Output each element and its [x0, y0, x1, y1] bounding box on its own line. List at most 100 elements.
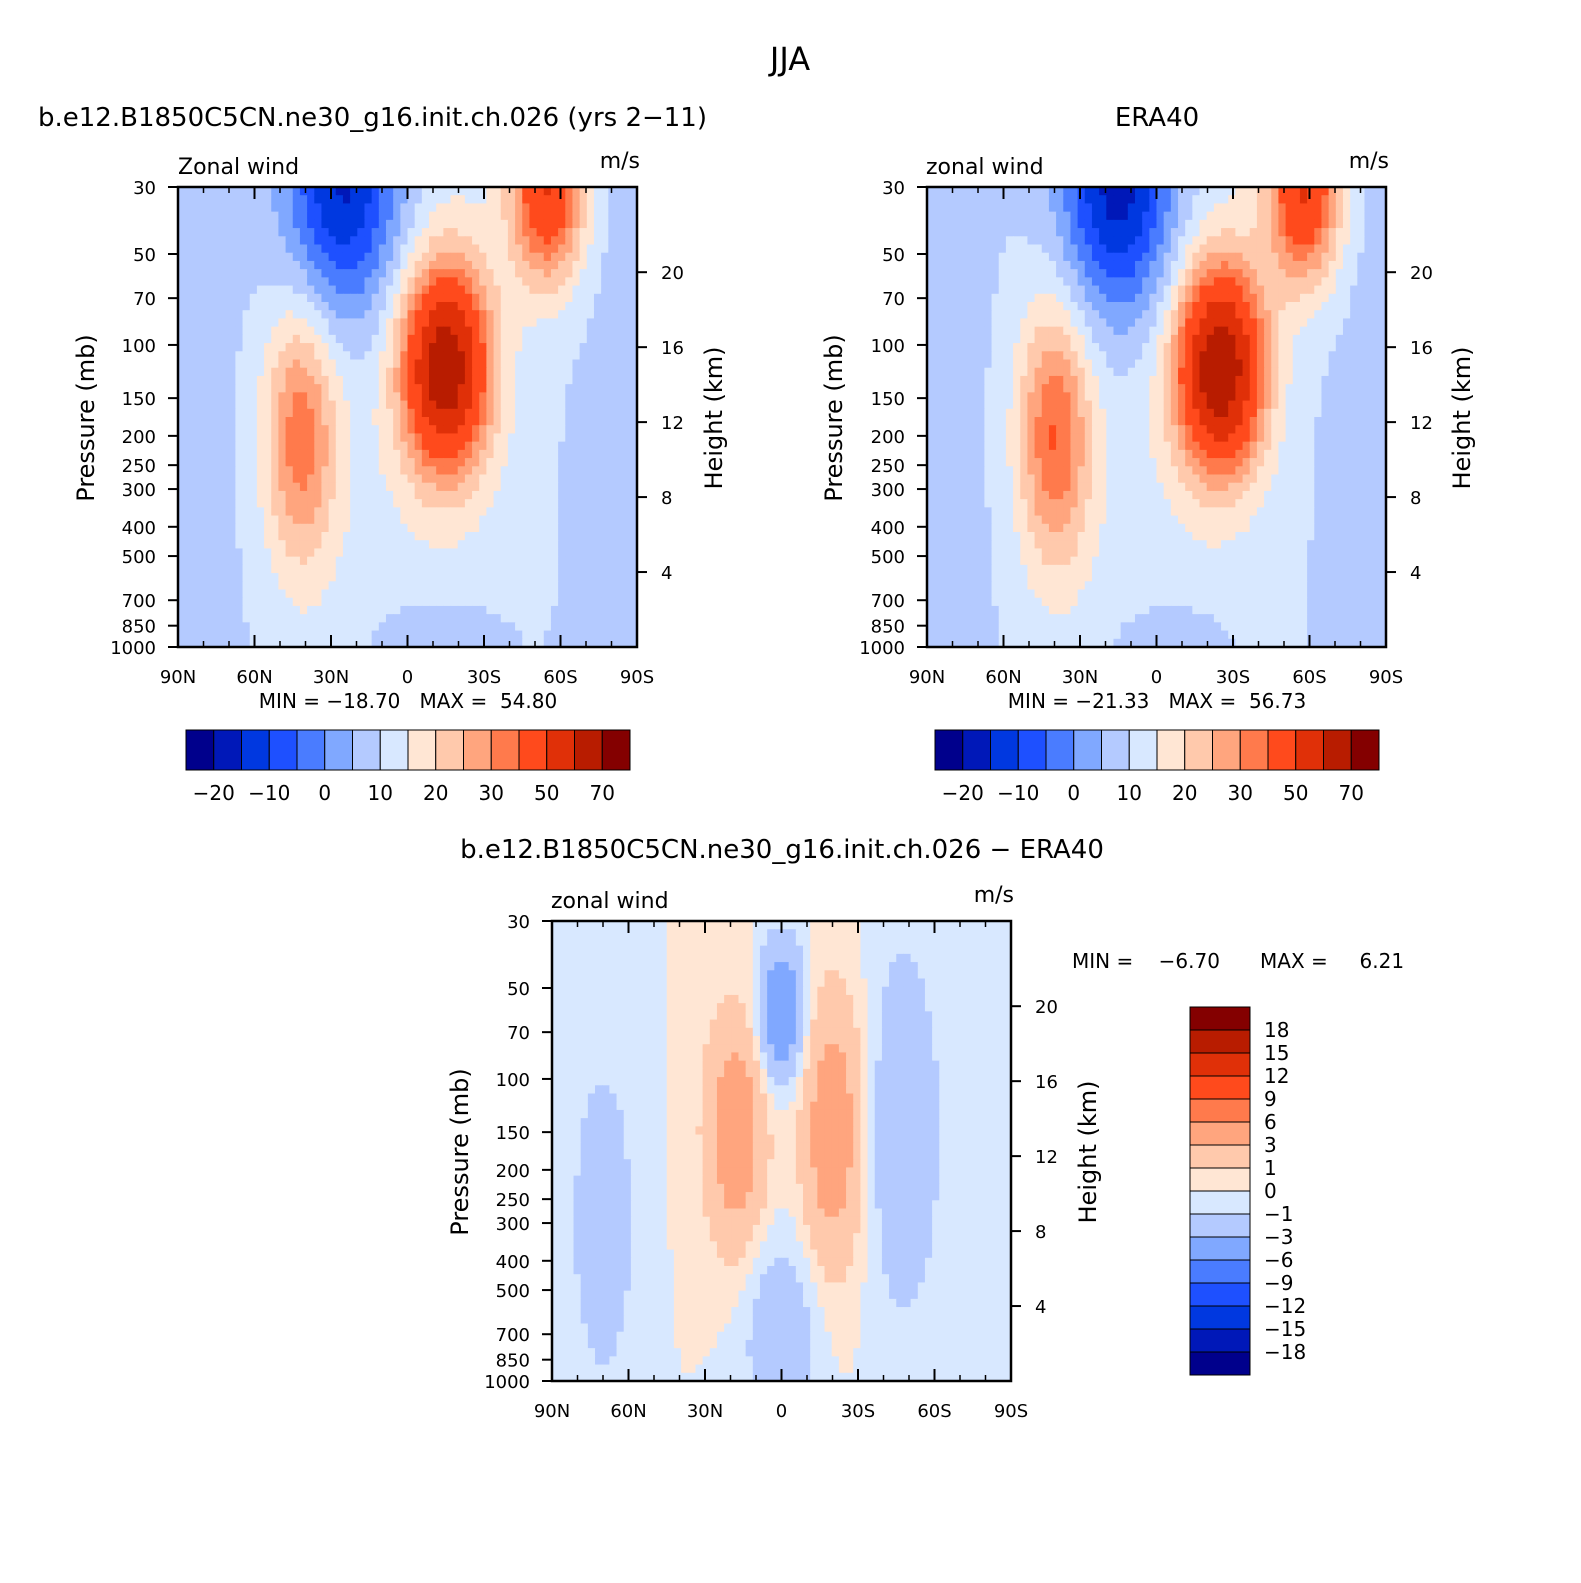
contour-cell — [421, 219, 430, 229]
contour-cell — [1206, 343, 1215, 352]
contour-cell — [977, 211, 985, 221]
contour-cell — [292, 556, 301, 566]
contour-cell — [278, 556, 287, 566]
contour-cell — [450, 532, 459, 541]
contour-cell — [307, 614, 315, 623]
y-tick-label: 200 — [122, 427, 156, 448]
contour-cell — [213, 449, 222, 459]
contour-cell — [1249, 302, 1258, 311]
contour-cell — [493, 310, 502, 320]
contour-cell — [271, 343, 279, 352]
contour-cell — [206, 285, 215, 295]
contour-cell — [256, 359, 265, 369]
contour-cell — [192, 334, 201, 344]
contour-cell — [242, 556, 251, 566]
contour-cell — [357, 195, 366, 205]
contour-cell — [178, 277, 186, 287]
contour-cell — [579, 302, 588, 311]
contour-cell — [221, 630, 229, 640]
contour-cell — [500, 211, 509, 221]
contour-cell — [1099, 293, 1107, 303]
contour-cell — [493, 548, 502, 558]
contour-cell — [307, 597, 315, 607]
contour-cell — [178, 540, 186, 550]
contour-cell — [378, 474, 387, 484]
contour-cell — [622, 589, 631, 599]
contour-cell — [357, 343, 366, 352]
contour-cell — [1020, 334, 1028, 344]
contour-cell — [1077, 293, 1086, 303]
contour-cell — [507, 326, 516, 336]
contour-cell — [443, 408, 452, 418]
contour-cell — [357, 285, 366, 295]
contour-cell — [550, 236, 559, 246]
contour-cell — [464, 507, 473, 517]
contour-cell — [285, 384, 294, 393]
contour-cell — [1048, 326, 1057, 336]
contour-cell — [299, 375, 308, 385]
contour-cell — [615, 384, 624, 393]
contour-cell — [285, 466, 294, 476]
contour-cell — [178, 228, 186, 237]
contour-cell — [608, 458, 617, 467]
contour-cell — [543, 203, 552, 213]
contour-cell — [421, 195, 430, 205]
contour-cell — [364, 458, 373, 467]
contour-cell — [450, 630, 459, 640]
contour-cell — [335, 187, 344, 196]
contour-cell — [536, 334, 545, 344]
contour-cell — [572, 622, 581, 632]
contour-cell — [436, 392, 444, 402]
contour-cell — [1249, 318, 1258, 328]
contour-cell — [407, 228, 416, 237]
contour-cell — [522, 630, 531, 640]
contour-cell — [385, 211, 394, 221]
contour-cell — [249, 334, 258, 344]
contour-cell — [601, 269, 609, 278]
contour-cell — [479, 302, 487, 311]
contour-cell — [1005, 228, 1014, 237]
contour-cell — [1063, 293, 1072, 303]
contour-cell — [443, 638, 452, 648]
contour-cell — [615, 211, 624, 221]
contour-cell — [436, 605, 444, 615]
contour-cell — [1242, 203, 1251, 213]
contour-cell — [1149, 277, 1158, 287]
contour-cell — [629, 466, 638, 476]
contour-cell — [221, 326, 229, 336]
contour-cell — [1120, 260, 1129, 270]
contour-cell — [1256, 252, 1265, 262]
contour-cell — [178, 417, 186, 426]
contour-cell — [314, 343, 323, 352]
contour-cell — [479, 441, 487, 451]
contour-cell — [328, 211, 337, 221]
contour-cell — [292, 589, 301, 599]
contour-cell — [414, 318, 423, 328]
contour-cell — [558, 228, 566, 237]
contour-cell — [235, 285, 244, 295]
contour-cell — [178, 564, 186, 574]
contour-cell — [271, 392, 279, 402]
contour-cell — [941, 277, 950, 287]
contour-cell — [400, 277, 409, 287]
contour-cell — [378, 277, 387, 287]
contour-cell — [479, 351, 487, 361]
contour-cell — [307, 285, 315, 295]
contour-cell — [1020, 260, 1028, 270]
contour-cell — [314, 573, 323, 582]
contour-cell — [335, 384, 344, 393]
contour-cell — [1070, 293, 1079, 303]
contour-cell — [185, 400, 193, 410]
contour-cell — [385, 515, 394, 525]
contour-cell — [328, 548, 337, 558]
contour-cell — [1120, 244, 1129, 254]
contour-cell — [364, 433, 373, 443]
contour-cell — [1005, 236, 1014, 246]
y-tick-label: 400 — [122, 518, 156, 539]
contour-cell — [292, 490, 301, 500]
contour-cell — [1242, 269, 1251, 278]
contour-cell — [1005, 195, 1014, 205]
contour-cell — [1185, 244, 1193, 254]
contour-cell — [299, 548, 308, 558]
contour-cell — [342, 408, 351, 418]
